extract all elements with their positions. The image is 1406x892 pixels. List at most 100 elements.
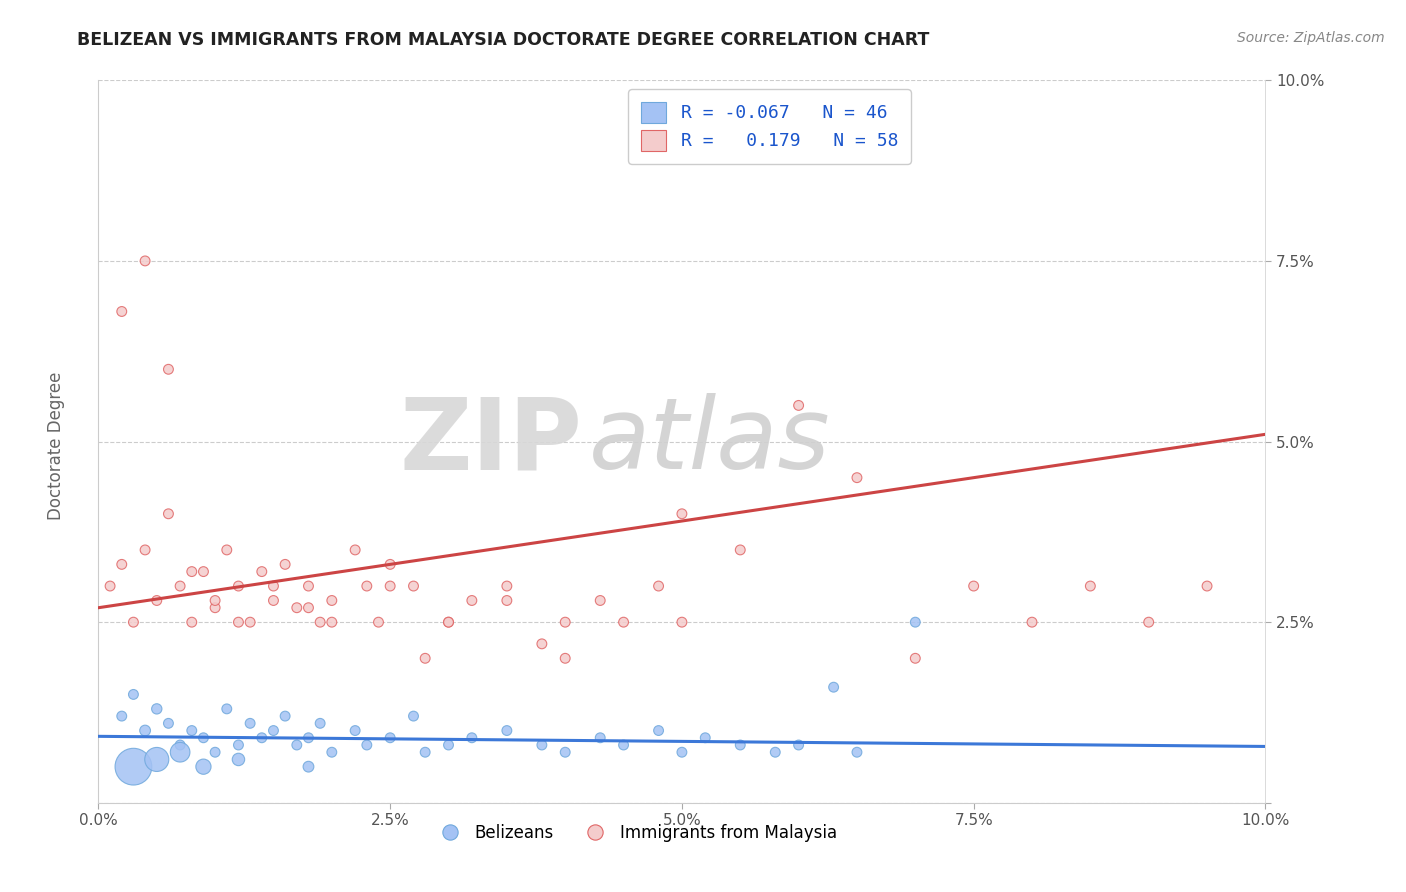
Point [367, 615, 389, 630]
Point [671, 615, 693, 630]
Point [169, 579, 191, 593]
Point [380, 558, 402, 572]
Point [530, 637, 553, 651]
Point [647, 723, 669, 738]
Point [122, 687, 145, 701]
Point [180, 615, 202, 630]
Point [285, 600, 308, 615]
Point [193, 565, 215, 579]
Point [274, 558, 297, 572]
Point [134, 254, 156, 268]
Point [612, 738, 634, 752]
Point [356, 579, 378, 593]
Point [402, 579, 425, 593]
Point [612, 615, 634, 630]
Point [122, 760, 145, 774]
Point [496, 723, 519, 738]
Point [228, 615, 250, 630]
Point [321, 615, 343, 630]
Point [180, 565, 202, 579]
Point [215, 542, 238, 557]
Point [193, 760, 215, 774]
Point [297, 760, 319, 774]
Point [111, 709, 134, 723]
Point [111, 304, 134, 318]
Point [787, 398, 810, 412]
Text: atlas: atlas [589, 393, 830, 490]
Point [297, 600, 319, 615]
Point [344, 723, 367, 738]
Point [239, 615, 262, 630]
Point [461, 731, 484, 745]
Point [297, 579, 319, 593]
Point [297, 731, 319, 745]
Point [180, 723, 202, 738]
Point [321, 593, 343, 607]
Point [344, 542, 367, 557]
Point [1137, 615, 1160, 630]
Point [461, 593, 484, 607]
Text: Doctorate Degree: Doctorate Degree [48, 372, 65, 520]
Text: Source: ZipAtlas.com: Source: ZipAtlas.com [1237, 31, 1385, 45]
Point [730, 542, 752, 557]
Point [250, 565, 273, 579]
Point [402, 709, 425, 723]
Point [157, 507, 180, 521]
Point [1021, 615, 1043, 630]
Point [262, 579, 284, 593]
Point [763, 745, 786, 759]
Point [157, 362, 180, 376]
Point [496, 593, 519, 607]
Point [589, 731, 612, 745]
Point [437, 738, 460, 752]
Point [111, 558, 134, 572]
Point [671, 507, 693, 521]
Point [437, 615, 460, 630]
Point [1080, 579, 1102, 593]
Point [239, 716, 262, 731]
Point [204, 593, 226, 607]
Point [554, 651, 576, 665]
Point [146, 593, 169, 607]
Point [309, 716, 332, 731]
Text: BELIZEAN VS IMMIGRANTS FROM MALAYSIA DOCTORATE DEGREE CORRELATION CHART: BELIZEAN VS IMMIGRANTS FROM MALAYSIA DOC… [77, 31, 929, 49]
Point [380, 579, 402, 593]
Point [962, 579, 984, 593]
Point [228, 738, 250, 752]
Point [157, 716, 180, 731]
Point [134, 542, 156, 557]
Point [904, 615, 927, 630]
Point [380, 731, 402, 745]
Point [846, 745, 869, 759]
Point [730, 738, 752, 752]
Point [554, 615, 576, 630]
Point [262, 593, 284, 607]
Point [823, 680, 845, 694]
Point [530, 738, 553, 752]
Point [496, 579, 519, 593]
Point [262, 723, 284, 738]
Point [904, 651, 927, 665]
Point [169, 745, 191, 759]
Point [193, 731, 215, 745]
Text: ZIP: ZIP [399, 393, 582, 490]
Point [274, 709, 297, 723]
Point [554, 745, 576, 759]
Point [321, 745, 343, 759]
Point [204, 745, 226, 759]
Point [413, 651, 436, 665]
Point [309, 615, 332, 630]
Point [98, 579, 121, 593]
Point [671, 745, 693, 759]
Point [695, 731, 717, 745]
Point [437, 615, 460, 630]
Point [589, 593, 612, 607]
Point [122, 615, 145, 630]
Point [285, 738, 308, 752]
Legend: Belizeans, Immigrants from Malaysia: Belizeans, Immigrants from Malaysia [426, 817, 844, 848]
Point [228, 579, 250, 593]
Point [1195, 579, 1218, 593]
Point [250, 731, 273, 745]
Point [146, 752, 169, 766]
Point [356, 738, 378, 752]
